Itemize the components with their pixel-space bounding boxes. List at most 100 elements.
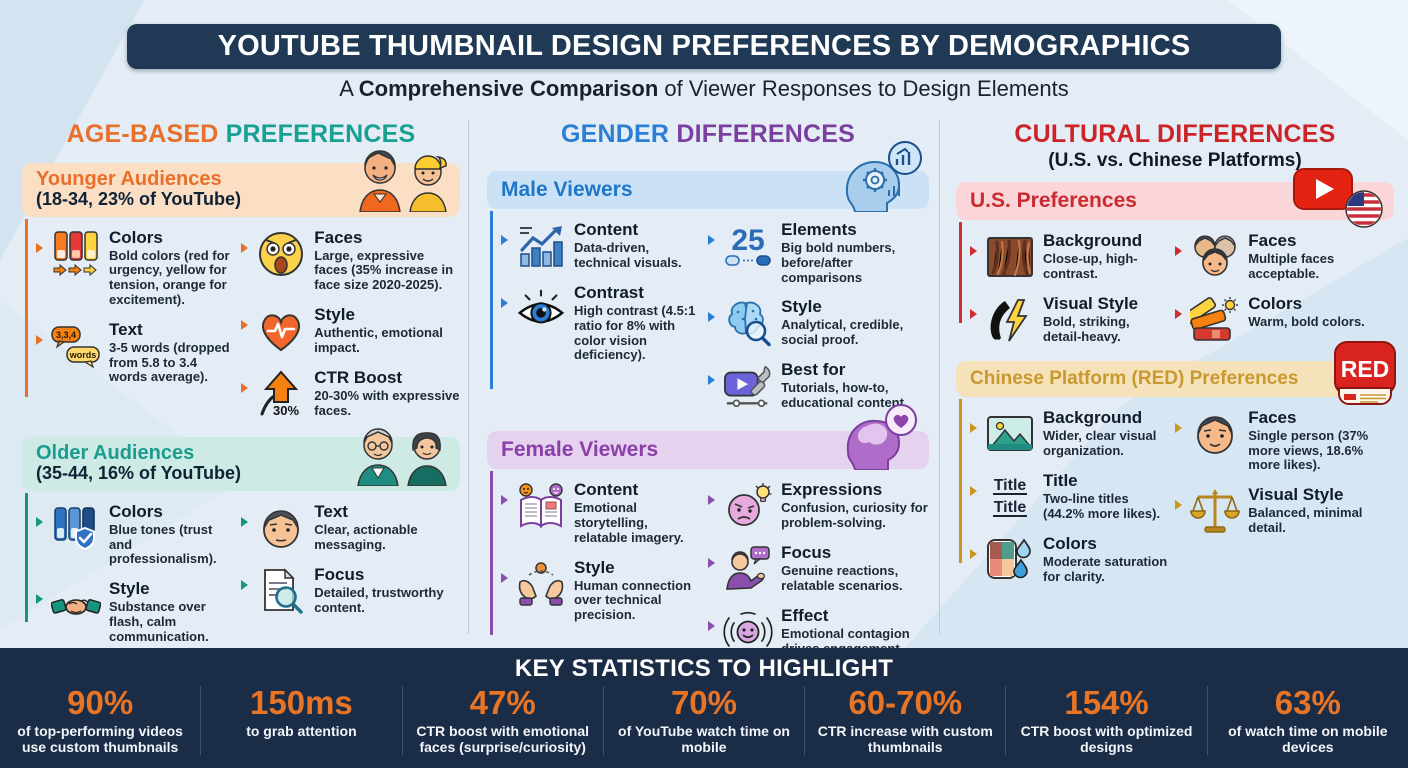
arrow-marker-icon: [708, 495, 716, 506]
bar-chart-trend-icon: [516, 221, 566, 271]
arrow-marker-icon: [241, 516, 249, 527]
svg-text:RED: RED: [1341, 356, 1390, 382]
page-subtitle: A Comprehensive Comparison of Viewer Res…: [339, 76, 1069, 101]
bold-color-swatches-icon: [51, 229, 101, 279]
pref-item: Visual Style Balanced, minimal detail.: [1175, 486, 1394, 536]
pref-item: Style Analytical, credible, social proof.: [708, 298, 929, 348]
male-viewers-header: Male Viewers: [487, 141, 929, 214]
us-items: Background Close-up, high-contrast. Visua…: [959, 222, 1394, 345]
stat-item: 60-70% CTR increase with custom thumbnail…: [804, 685, 1005, 755]
document-magnifier-icon: [256, 566, 306, 616]
arrow-marker-icon: [36, 242, 43, 253]
brain-magnifier-icon: [723, 298, 773, 348]
svg-text:30%: 30%: [273, 403, 299, 418]
pref-item: Style Human connection over technical pre…: [501, 558, 702, 623]
female-viewers-header: Female Viewers: [487, 404, 929, 472]
arrow-marker-icon: [708, 375, 716, 386]
stat-item: 63% of watch time on mobile devices: [1206, 685, 1408, 755]
pref-item: Visual Style Bold, striking, detail-heavy…: [970, 295, 1169, 345]
key-statistics-bar: KEY STATISTICS TO HIGHLIGHT 90% of top-pe…: [0, 648, 1408, 768]
pref-item: Colors Warm, bold colors.: [1175, 295, 1394, 345]
arrow-marker-icon: [1175, 309, 1183, 320]
word-count-bubbles-icon: 3,3,4 words: [51, 321, 101, 371]
arrow-marker-icon: [36, 594, 43, 605]
svg-text:3,3,4: 3,3,4: [56, 330, 76, 340]
pref-item: Title Title Title Two-line titles (44.2% …: [970, 472, 1169, 522]
pref-item: 3,3,4 words Text 3-5 words (dropped from …: [36, 321, 235, 385]
analytical-head-illustration: [833, 140, 925, 217]
pref-item: Focus Genuine reactions, relatable scenar…: [708, 544, 929, 594]
single-face-icon: [1190, 409, 1240, 459]
arrow-marker-icon: [970, 422, 977, 433]
age-heading: AGE-BASED PREFERENCES: [66, 120, 416, 148]
muted-palette-drops-icon: [985, 535, 1035, 585]
ctr-growth-arrow-icon: 30%: [256, 369, 306, 419]
pref-item: Focus Detailed, trustworthy content.: [241, 566, 460, 616]
youtube-us-flag-icon: [1292, 167, 1384, 234]
younger-title: Younger Audiences: [36, 168, 222, 190]
female-items: Content Emotional storytelling, relatable…: [490, 471, 929, 657]
arrow-marker-icon: [1175, 422, 1183, 433]
older-items: Colors Blue tones (trust and professional…: [25, 492, 460, 645]
column-divider: [468, 120, 469, 634]
page-title: YOUTUBE THUMBNAIL DESIGN PREFERENCES BY …: [127, 24, 1281, 69]
arrow-marker-icon: [36, 516, 43, 527]
handshake-icon: [51, 580, 101, 630]
pref-item: Best for Tutorials, how-to, educational c…: [708, 361, 929, 411]
arrow-marker-icon: [241, 320, 249, 331]
pref-item: Faces Single person (37% more views, 18.6…: [1175, 409, 1394, 473]
pref-item: Faces Multiple faces acceptable.: [1175, 232, 1394, 282]
big-number-25-icon: 25: [723, 221, 773, 271]
calm-face-icon: [256, 503, 306, 553]
arrow-marker-icon: [241, 242, 249, 253]
arrow-marker-icon: [241, 579, 249, 590]
red-items: Background Wider, clear visual organizati…: [959, 398, 1394, 585]
multiple-faces-icon: [1190, 232, 1240, 282]
red-app-badge: RED: [1332, 340, 1398, 413]
pref-item: Contrast High contrast (4.5:1 ratio for 8…: [501, 284, 702, 363]
pref-item: Style Substance over flash, calm communic…: [36, 580, 235, 644]
arrow-marker-icon: [970, 246, 977, 257]
stats-row: 90% of top-performing videos use custom t…: [0, 684, 1408, 755]
arrow-marker-icon: [1175, 500, 1183, 511]
arrow-marker-icon: [970, 548, 977, 559]
closeup-texture-icon: [985, 232, 1035, 282]
culture-subheading: (U.S. vs. Chinese Platforms): [1048, 150, 1302, 171]
older-audiences-header: Older Audiences (35-44, 16% of YouTube): [22, 428, 460, 491]
pref-item: Style Authentic, emotional impact.: [241, 306, 460, 356]
emotional-head-illustration: [837, 402, 925, 475]
arrow-marker-icon: [1175, 246, 1183, 257]
pref-item: Faces Large, expressive faces (35% increa…: [241, 228, 460, 293]
culture-heading: CULTURAL DIFFERENCES: [1014, 120, 1336, 148]
arrow-marker-icon: [501, 298, 508, 309]
caring-hands-icon: [516, 559, 566, 609]
confused-face-bulb-icon: [723, 481, 773, 531]
two-line-title-icon: Title Title: [985, 472, 1035, 522]
brush-lightning-icon: [985, 295, 1035, 345]
us-preferences-header: U.S. Preferences: [956, 168, 1394, 228]
male-items: Content Data-driven, technical visuals.: [490, 211, 929, 411]
arrow-marker-icon: [501, 495, 508, 506]
svg-text:25: 25: [731, 224, 764, 257]
warm-color-fan-icon: [1190, 295, 1240, 345]
arrow-marker-icon: [36, 334, 43, 345]
pref-item: Background Wider, clear visual organizati…: [970, 409, 1169, 459]
radiating-smiley-icon: [723, 607, 773, 657]
arrow-marker-icon: [708, 558, 716, 569]
arrow-marker-icon: [708, 621, 716, 632]
stat-item: 154% CTR boost with optimized designs: [1005, 685, 1206, 755]
stats-heading: KEY STATISTICS TO HIGHLIGHT: [514, 655, 894, 682]
svg-text:words: words: [69, 350, 97, 360]
arrow-marker-icon: [970, 485, 977, 496]
balance-scale-icon: [1190, 486, 1241, 536]
svg-text:Title: Title: [994, 477, 1027, 494]
pref-item: 25 Elements Big bold numbers, before/afte…: [708, 221, 929, 285]
stat-item: 90% of top-performing videos use custom t…: [17, 684, 183, 755]
younger-items: Colors Bold colors (red for urgency, yell…: [25, 218, 460, 419]
age-column: AGE-BASED PREFERENCES Younger Audiences …: [0, 112, 468, 648]
pref-item: Content Emotional storytelling, relatable…: [501, 481, 702, 545]
column-divider: [939, 120, 940, 634]
heart-pulse-icon: [256, 306, 306, 356]
pref-item: Content Data-driven, technical visuals.: [501, 221, 702, 271]
pref-item: Text Clear, actionable messaging.: [241, 503, 460, 553]
